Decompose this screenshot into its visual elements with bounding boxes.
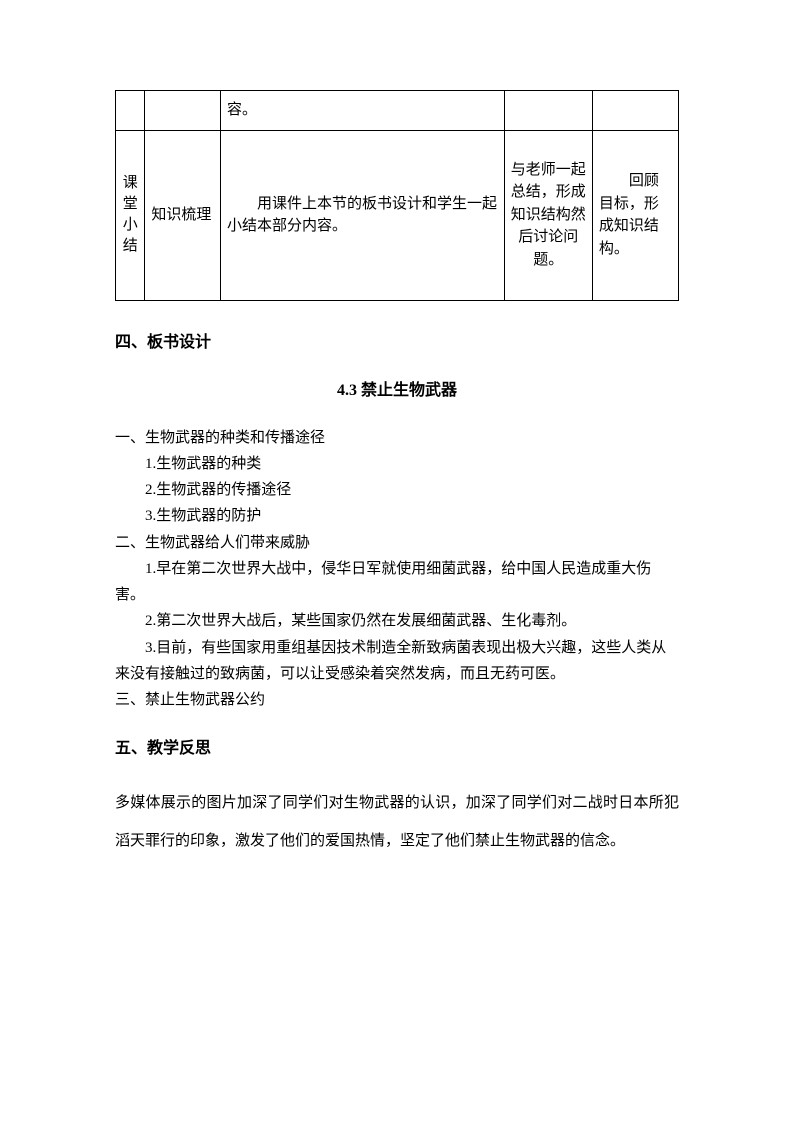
reflection-body: 多媒体展示的图片加深了同学们对生物武器的认识，加深了同学们对二战时日本所犯滔天罪… xyxy=(115,785,679,860)
cell-col5-row1: 回顾目标，形成知识结构。 xyxy=(592,130,678,300)
outline-block: 一、生物武器的种类和传播途径 1.生物武器的种类 2.生物武器的传播途径 3.生… xyxy=(115,425,679,714)
vertical-text: 课堂小结 xyxy=(120,173,140,257)
cell-col1-row1: 课堂小结 xyxy=(116,130,145,300)
outline-line: 1.早在第二次世界大战中，侵华日军就使用细菌武器，给中国人民造成重大伤害。 xyxy=(115,556,679,609)
outline-line: 二、生物武器给人们带来威胁 xyxy=(115,530,679,556)
section5-heading: 五、教学反思 xyxy=(115,737,679,761)
cell-col5-row0 xyxy=(592,91,678,131)
cell-col3-row1: 用课件上本节的板书设计和学生一起小结本部分内容。 xyxy=(221,130,505,300)
table-row: 课堂小结 知识梳理 用课件上本节的板书设计和学生一起小结本部分内容。 与老师一起… xyxy=(116,130,679,300)
outline-line: 3.目前，有些国家用重组基因技术制造全新致病菌表现出极大兴趣，这些人类从来没有接… xyxy=(115,635,679,688)
cell-col2-row0 xyxy=(145,91,221,131)
cell-col4-row1: 与老师一起总结，形成知识结构然后讨论问题。 xyxy=(504,130,592,300)
cell-col4-row0 xyxy=(504,91,592,131)
outline-line: 2.第二次世界大战后，某些国家仍然在发展细菌武器、生化毒剂。 xyxy=(115,608,679,634)
outline-line: 3.生物武器的防护 xyxy=(115,503,679,529)
outline-line: 三、禁止生物武器公约 xyxy=(115,687,679,713)
cell-col3-row0: 容。 xyxy=(221,91,505,131)
section4-heading: 四、板书设计 xyxy=(115,331,679,355)
outline-line: 一、生物武器的种类和传播途径 xyxy=(115,425,679,451)
table-row: 容。 xyxy=(116,91,679,131)
outline-line: 1.生物武器的种类 xyxy=(115,451,679,477)
cell-col1-row0 xyxy=(116,91,145,131)
lesson-table: 容。 课堂小结 知识梳理 用课件上本节的板书设计和学生一起小结本部分内容。 与老… xyxy=(115,90,679,301)
section4-subtitle: 4.3 禁止生物武器 xyxy=(115,379,679,403)
cell-col2-row1: 知识梳理 xyxy=(145,130,221,300)
outline-line: 2.生物武器的传播途径 xyxy=(115,477,679,503)
